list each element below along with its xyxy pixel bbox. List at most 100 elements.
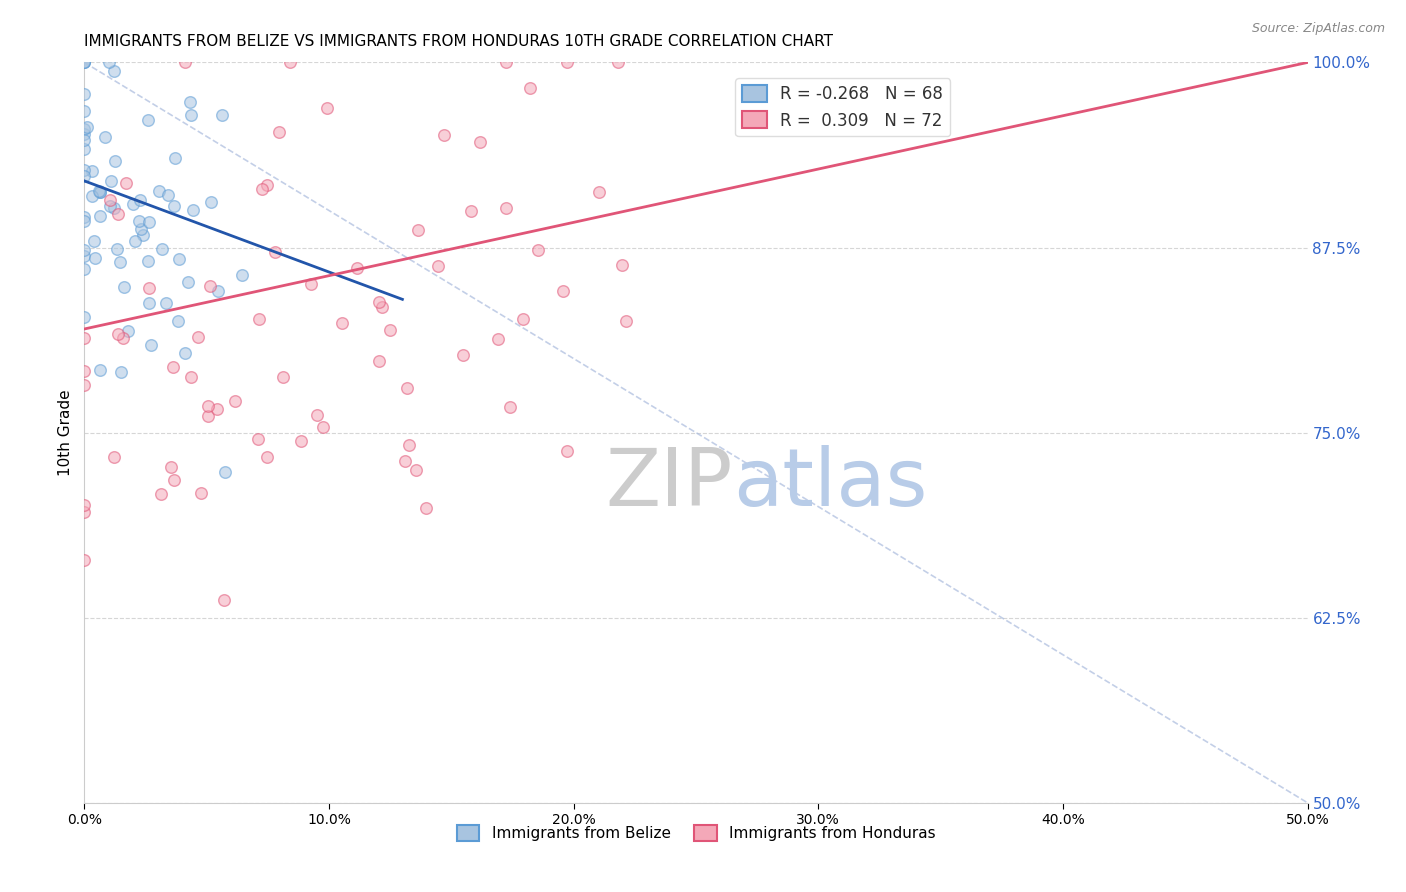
Point [427, 260, 450, 274]
Point [132, 228, 155, 243]
Point [187, 329, 209, 343]
Point [89, 185, 111, 199]
Point [73, 55, 96, 70]
Point [273, 369, 295, 384]
Point [197, 409, 219, 423]
Point [200, 279, 222, 293]
Point [162, 360, 184, 375]
Point [103, 64, 125, 78]
Point [87, 184, 110, 198]
Point [73, 249, 96, 263]
Point [160, 459, 183, 474]
Point [80, 188, 103, 202]
Point [107, 206, 129, 220]
Point [129, 222, 152, 236]
Point [311, 420, 333, 434]
Point [177, 275, 200, 289]
Point [588, 185, 610, 199]
Point [103, 201, 125, 215]
Point [73, 214, 96, 228]
Point [495, 55, 517, 70]
Point [150, 242, 173, 256]
Point [73, 552, 96, 566]
Point [174, 55, 197, 70]
Point [614, 314, 637, 328]
Point [103, 154, 125, 169]
Point [141, 337, 163, 351]
Point [250, 182, 273, 196]
Point [155, 296, 177, 310]
Point [346, 260, 368, 275]
Point [247, 312, 270, 326]
Point [73, 87, 96, 101]
Point [107, 327, 129, 342]
Point [486, 333, 509, 347]
Point [73, 331, 96, 345]
Point [80, 164, 103, 178]
Point [396, 381, 419, 395]
Point [117, 324, 139, 338]
Point [128, 214, 150, 228]
Point [112, 280, 135, 294]
Point [76, 120, 98, 134]
Point [406, 223, 429, 237]
Point [73, 55, 96, 70]
Point [451, 348, 474, 362]
Point [180, 108, 202, 122]
Point [330, 316, 353, 330]
Point [98, 55, 121, 70]
Point [89, 362, 111, 376]
Point [73, 498, 96, 512]
Legend: Immigrants from Belize, Immigrants from Honduras: Immigrants from Belize, Immigrants from … [450, 819, 942, 847]
Point [136, 254, 159, 268]
Point [73, 310, 96, 324]
Point [214, 466, 236, 480]
Point [211, 108, 233, 122]
Point [190, 485, 212, 500]
Point [89, 209, 111, 223]
Point [94, 130, 117, 145]
Point [607, 55, 630, 70]
Point [162, 199, 184, 213]
Point [224, 394, 246, 409]
Point [136, 113, 159, 128]
Point [378, 323, 401, 337]
Point [105, 242, 128, 256]
Point [256, 178, 278, 193]
Point [246, 432, 269, 446]
Point [371, 301, 394, 315]
Point [73, 210, 96, 224]
Point [231, 268, 253, 282]
Point [499, 401, 522, 415]
Point [121, 196, 143, 211]
Point [264, 245, 287, 260]
Point [108, 255, 131, 269]
Point [555, 55, 578, 70]
Point [73, 128, 96, 142]
Point [138, 215, 160, 229]
Point [180, 370, 202, 384]
Point [167, 252, 190, 267]
Point [124, 234, 146, 248]
Point [98, 194, 121, 208]
Point [495, 201, 517, 215]
Point [110, 365, 132, 379]
Point [394, 453, 416, 467]
Point [290, 434, 312, 449]
Point [163, 473, 186, 487]
Point [138, 296, 160, 310]
Point [103, 450, 125, 464]
Point [278, 55, 301, 70]
Point [83, 235, 105, 249]
Point [316, 101, 339, 115]
Point [519, 80, 541, 95]
Point [129, 194, 152, 208]
Point [73, 142, 96, 156]
Point [73, 163, 96, 178]
Point [267, 125, 290, 139]
Point [256, 450, 278, 464]
Point [368, 295, 391, 310]
Point [468, 135, 491, 149]
Point [165, 152, 187, 166]
Point [167, 314, 190, 328]
